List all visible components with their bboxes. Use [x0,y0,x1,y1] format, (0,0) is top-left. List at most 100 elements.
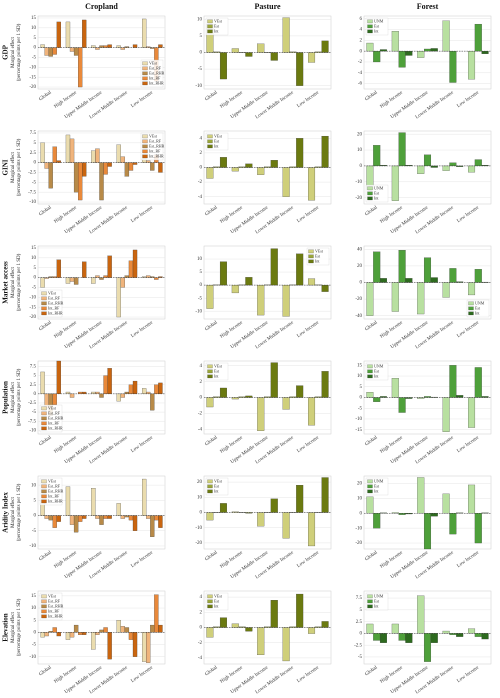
y-tick-label: -5 [32,529,37,534]
bar [231,623,239,628]
legend-label: VEst [48,593,57,598]
bar [95,47,100,50]
legend-swatch [142,134,148,139]
legend-label: VEst [214,593,223,598]
legend-label: Est [214,23,220,28]
x-tick-label: High Income [54,435,79,455]
bar [442,397,450,432]
legend-swatch [207,374,213,379]
y-tick-label: -4 [358,71,363,76]
legend-swatch [367,374,373,379]
bar [449,162,457,167]
bar [245,52,253,57]
bar [99,393,104,398]
legend-swatch [41,604,47,609]
bar [308,397,316,426]
bar [468,165,476,173]
bar [270,600,278,628]
bar [142,18,147,48]
y-tick-label: -5 [32,180,37,185]
bar [99,45,104,48]
y-tick-label: 0 [360,49,363,54]
bar [379,633,387,643]
legend-label: VEst [48,478,57,483]
bar [206,627,214,638]
bar [282,397,290,410]
legend-swatch [367,364,373,369]
y-tick-label: -20 [29,85,36,90]
bar [40,371,45,394]
bar [52,515,57,528]
bar [132,632,138,657]
legend-label: UNM [374,593,384,598]
bar [391,282,399,312]
bar [296,52,304,86]
bar [366,623,374,634]
legend-swatch [207,604,213,609]
bar [44,515,49,519]
bar [120,156,125,163]
legend-swatch [41,421,47,426]
y-tick-label: 0 [360,632,363,637]
bar [56,360,61,394]
y-tick-label: 10 [31,26,37,31]
legend-label: Est [214,598,220,603]
bar [128,162,134,171]
bar [132,515,138,531]
y-tick-label: -40 [355,314,362,319]
legend-label: VEst [214,133,223,138]
legend-swatch [207,29,213,34]
column-title: Forest [417,2,439,11]
panel: GINI Marginal effect (percentage points pe… [2,130,166,235]
x-tick-label: High Income [380,205,405,225]
legend-label: Est_RF [149,138,162,143]
bar [128,260,134,278]
bar [206,512,214,521]
row-label: Population [2,381,10,414]
y-tick-label: -10 [29,65,36,70]
bar [245,395,253,398]
y-tick-label: 10 [31,256,37,261]
y-tick-label: -15 [29,305,36,310]
bar [423,513,432,550]
legend-label: Int_RF [48,493,60,498]
bar [158,382,163,394]
bar [296,253,304,286]
bar [391,378,399,398]
bar [442,493,450,514]
x-tick-label: Global [204,90,219,102]
y-tick-label: 0 [34,631,37,636]
legend-label: Int_RF [149,75,161,80]
bar [146,275,151,278]
bar [128,632,134,640]
bar [158,515,163,528]
bar [245,627,253,632]
plot-frame [37,245,166,320]
legend-swatch [207,369,213,374]
x-tick-label: Global [38,665,53,677]
plot-frame [37,130,166,205]
bar [95,515,100,519]
legend-label: Est [374,598,380,603]
bar [430,277,438,283]
x-tick-label: High Income [220,550,245,570]
x-tick-label: Global [204,550,219,562]
bar [103,627,108,633]
bar [78,162,83,201]
y-tick-label: 15 [31,246,37,251]
legend-swatch [367,369,373,374]
bar [366,42,374,52]
bar [56,160,61,163]
legend-label: Int [374,373,379,378]
y-tick-label: 5 [34,498,37,503]
legend-label: Int [374,195,379,200]
legend-swatch [468,306,474,311]
x-tick-label: Low Income [130,205,154,224]
legend-label: Est_RF [48,598,61,603]
y-tick-label: 5 [360,608,363,613]
bar [78,47,83,88]
bar [257,397,265,431]
legend-label: Int_RHR [48,498,63,503]
